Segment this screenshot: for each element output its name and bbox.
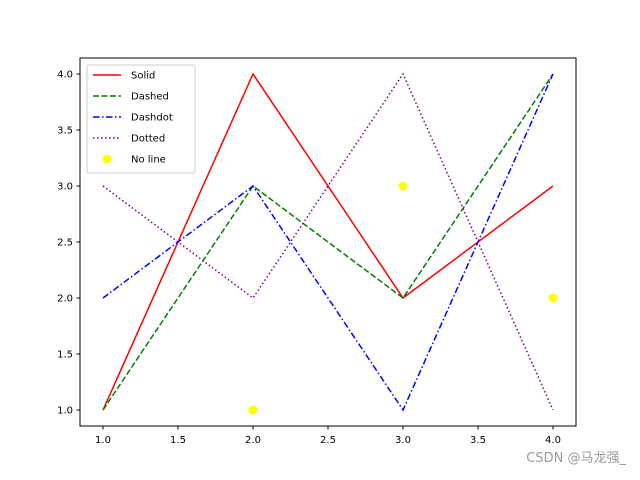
no-line-marker (398, 181, 408, 191)
legend-item: Dashed (93, 92, 169, 103)
x-tick-label: 2.5 (320, 435, 336, 446)
no-line-marker (548, 293, 558, 303)
series-dashed-line (102, 73, 554, 411)
y-tick-label: 3.0 (57, 182, 73, 193)
no-line-marker (248, 405, 258, 415)
legend-item: No line (102, 154, 166, 166)
y-tick-label: 2.0 (57, 294, 73, 305)
legend-item: Dashdot (93, 113, 173, 124)
legend-label: Dotted (131, 134, 165, 145)
watermark: CSDN @马龙强_ (526, 451, 626, 466)
legend-label: Dashdot (131, 113, 173, 124)
plot-lines (102, 72, 558, 415)
series-dotted-line (102, 72, 554, 411)
legend-label: Solid (131, 71, 155, 82)
x-tick-label: 1.5 (170, 435, 186, 446)
x-axis-ticks: 1.0 1.5 2.0 2.5 3.0 3.5 4.0 (95, 426, 561, 446)
x-tick-label: 4.0 (545, 435, 561, 446)
x-tick-label: 3.0 (395, 435, 411, 446)
legend-label: No line (131, 155, 166, 166)
legend-label: Dashed (131, 92, 169, 103)
x-tick-label: 3.5 (470, 435, 486, 446)
legend-box (86, 64, 196, 174)
legend-item: Solid (93, 71, 155, 82)
y-axis-ticks: 1.0 1.5 2.0 2.5 3.0 3.5 4.0 (57, 70, 80, 417)
y-tick-label: 3.5 (57, 126, 73, 137)
legend-marker-icon (102, 154, 112, 164)
y-tick-label: 2.5 (57, 238, 73, 249)
x-tick-label: 2.0 (245, 435, 261, 446)
x-tick-label: 1.0 (95, 435, 111, 446)
y-tick-label: 1.0 (57, 406, 73, 417)
y-tick-label: 4.0 (57, 70, 73, 81)
legend-item: Dotted (93, 134, 165, 145)
legend: Solid Dashed Dashdot Dotted No line (86, 64, 196, 174)
y-tick-label: 1.5 (57, 350, 73, 361)
